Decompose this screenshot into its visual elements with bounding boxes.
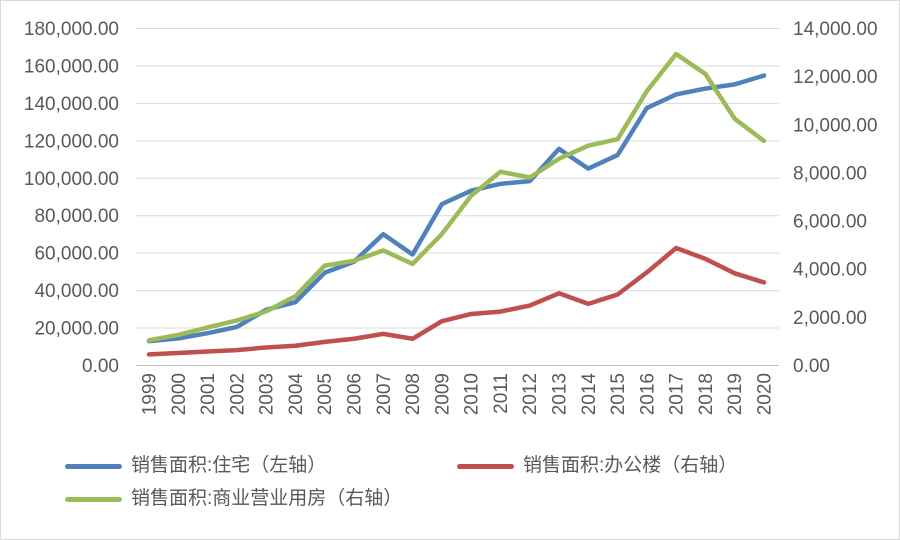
residential-line-swatch — [65, 463, 122, 469]
series-line — [146, 245, 767, 357]
x-axis-year-label: 2016 — [637, 373, 658, 415]
x-axis-year-label: 1999 — [140, 373, 161, 415]
x-axis-year-label: 2002 — [227, 373, 248, 415]
series-line — [146, 51, 767, 343]
right-axis-tick-label: 6,000.00 — [793, 212, 867, 233]
x-axis-year-label: 2011 — [491, 373, 512, 414]
left-axis-tick-label: 20,000.00 — [34, 319, 119, 340]
x-axis-year-label: 2017 — [667, 373, 688, 415]
legend-label-office: 销售面积:办公楼（右轴） — [523, 455, 738, 476]
commercial-line-swatch — [65, 496, 122, 502]
x-axis-year-label: 2014 — [579, 373, 600, 416]
x-axis-year-label: 2015 — [608, 373, 629, 415]
legend-label-residential: 销售面积:住宅（左轴） — [131, 455, 327, 476]
left-axis-tick-label: 100,000.00 — [24, 169, 119, 190]
left-axis-tick-label: 120,000.00 — [24, 131, 119, 152]
x-axis-year-label: 2004 — [286, 373, 307, 416]
x-axis-year-label: 2008 — [403, 373, 424, 415]
legend-item-office: 销售面积:办公楼（右轴） — [457, 453, 737, 479]
right-axis-tick-label: 10,000.00 — [793, 115, 878, 136]
right-axis-tick-label: 2,000.00 — [793, 308, 867, 329]
x-axis-year-label: 2013 — [550, 373, 571, 415]
x-axis-year-label: 2020 — [755, 373, 776, 415]
x-axis-year-label: 2009 — [432, 373, 453, 415]
x-axis-year-label: 2000 — [169, 373, 190, 415]
x-axis-year-label: 2012 — [520, 373, 541, 415]
chart-legend: 销售面积:住宅（左轴） 销售面积:办公楼（右轴） 销售面积:商业营业用房（右轴） — [65, 453, 737, 512]
x-axis-year-label: 2001 — [198, 373, 219, 415]
x-axis-year-label: 2018 — [696, 373, 717, 415]
x-axis-year-label: 2006 — [345, 373, 366, 415]
left-axis-tick-label: 140,000.00 — [24, 94, 119, 115]
left-axis-tick-label: 160,000.00 — [24, 56, 119, 77]
x-axis-year-label: 2005 — [315, 373, 336, 415]
x-axis-year-label: 2019 — [725, 373, 746, 415]
right-axis-tick-label: 8,000.00 — [793, 163, 867, 184]
x-axis-year-label: 2003 — [257, 373, 278, 415]
right-axis-tick-label: 14,000.00 — [793, 19, 878, 40]
left-axis-tick-label: 180,000.00 — [24, 19, 119, 40]
plot-area: 0.00 20,000.00 40,000.00 60,000.00 80,000.00… — [24, 19, 878, 416]
right-axis-tick-label: 12,000.00 — [793, 67, 878, 88]
right-axis-tick-label: 0.00 — [793, 356, 830, 377]
series-line — [146, 73, 767, 344]
x-axis-year-label: 2010 — [462, 373, 483, 415]
right-axis-tick-label: 4,000.00 — [793, 260, 867, 281]
left-axis-tick-label: 80,000.00 — [34, 206, 119, 227]
legend-label-commercial: 销售面积:商业营业用房（右轴） — [131, 488, 403, 509]
legend-item-commercial: 销售面积:商业营业用房（右轴） — [65, 486, 457, 512]
office-line-swatch — [457, 463, 514, 469]
x-axis-year-label: 2007 — [374, 373, 395, 415]
legend-item-residential: 销售面积:住宅（左轴） — [65, 453, 457, 479]
left-axis-tick-label: 40,000.00 — [34, 281, 119, 302]
left-axis-tick-label: 60,000.00 — [34, 244, 119, 265]
left-axis-tick-label: 0.00 — [82, 356, 119, 377]
